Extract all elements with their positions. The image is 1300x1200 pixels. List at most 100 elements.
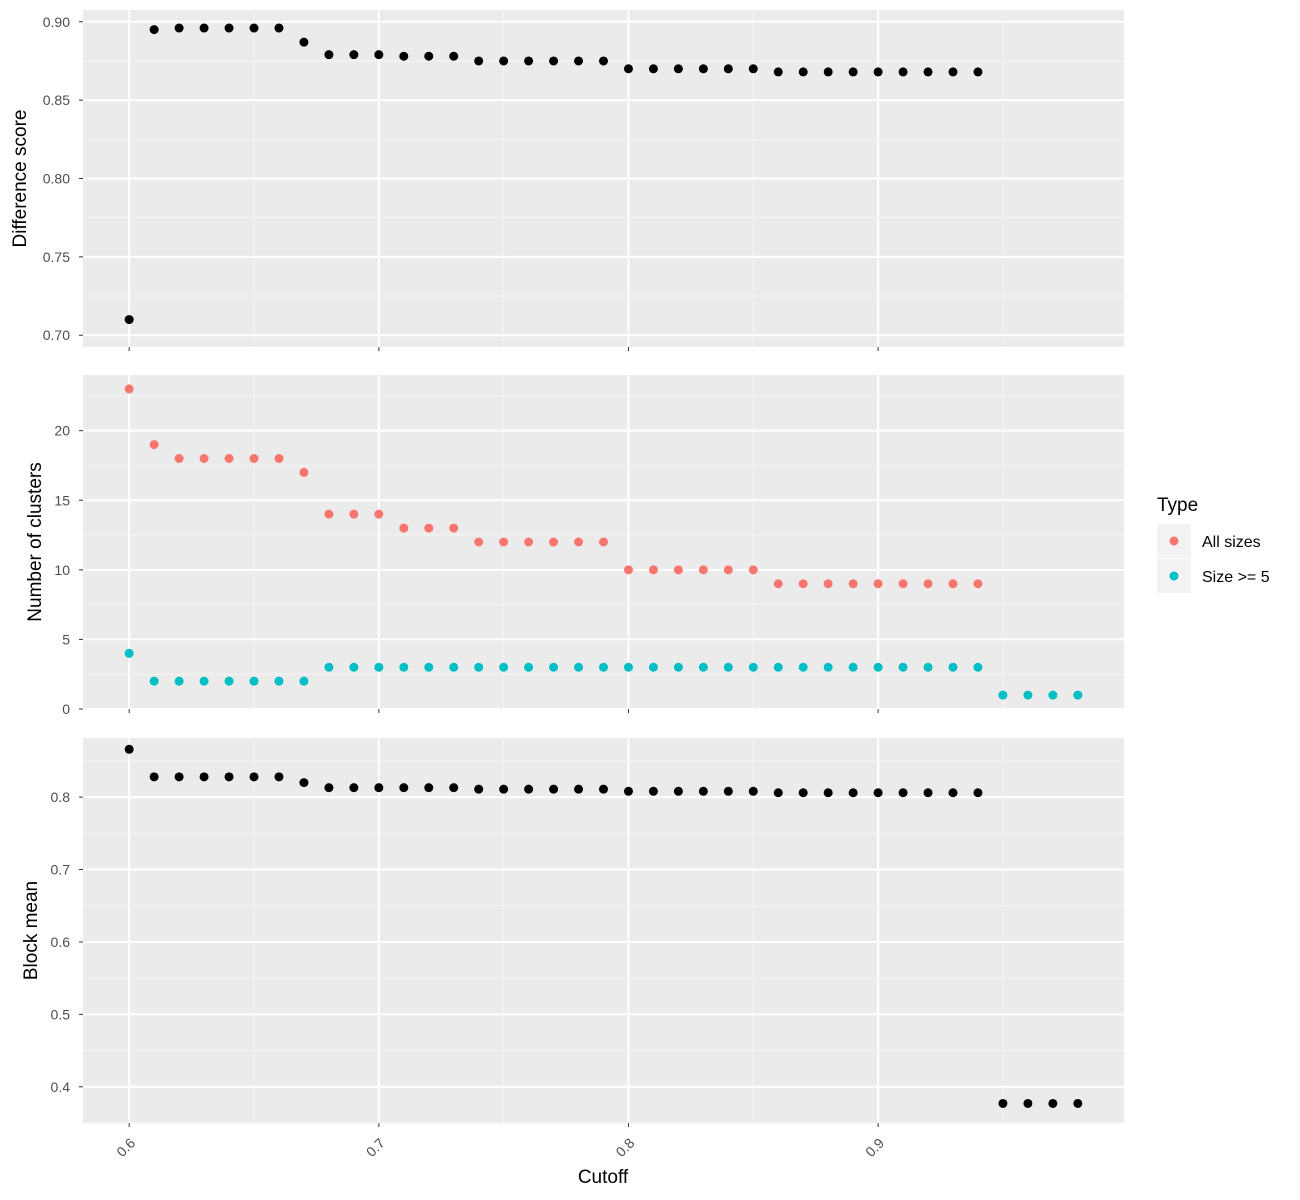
data-point [449, 51, 459, 61]
data-point [798, 67, 808, 77]
y-axis-ticks: 0.70 0.75 0.80 0.85 0.90 [43, 14, 83, 343]
data-point [224, 772, 234, 782]
y-tick-label: 0.4 [51, 1079, 71, 1095]
y-axis-ticks: 0 5 10 15 20 [54, 423, 83, 717]
data-point [149, 676, 159, 686]
data-point [798, 788, 808, 798]
data-point [374, 783, 384, 793]
panel-number-of-clusters: 0 5 10 15 20 Number of clusters [25, 375, 1124, 717]
data-point [549, 56, 559, 66]
data-point [599, 784, 608, 794]
data-point [698, 64, 708, 74]
data-point [973, 662, 983, 672]
data-point [923, 579, 933, 589]
data-point [673, 786, 683, 796]
data-point [249, 772, 259, 782]
data-point [374, 662, 384, 672]
data-point [848, 788, 858, 798]
data-point [549, 662, 559, 672]
data-point [349, 509, 359, 519]
y-tick-label: 0.6 [51, 934, 71, 950]
y-tick-label: 15 [54, 492, 70, 508]
data-point [224, 23, 234, 33]
data-point [174, 23, 184, 33]
data-point [199, 454, 209, 463]
data-point [748, 565, 758, 575]
data-point [723, 64, 733, 74]
data-point [274, 23, 284, 33]
data-point [873, 662, 883, 672]
data-point [424, 783, 434, 793]
data-point [848, 579, 858, 589]
data-point [673, 662, 683, 672]
data-point [324, 50, 334, 60]
data-point [499, 56, 509, 66]
data-point [524, 537, 534, 547]
data-point [648, 786, 658, 796]
data-point [898, 788, 908, 798]
data-point [748, 786, 758, 796]
data-point [723, 565, 733, 575]
data-point [948, 788, 958, 798]
data-point [499, 784, 509, 794]
data-point [274, 676, 284, 686]
data-point [748, 662, 758, 672]
data-point [673, 565, 683, 575]
y-tick-label: 0.85 [43, 92, 70, 108]
y-tick-label: 0 [62, 701, 70, 717]
data-point [623, 565, 633, 575]
data-point [324, 509, 334, 519]
data-point [449, 783, 459, 793]
y-tick-label: 10 [54, 562, 70, 578]
data-points [124, 384, 1083, 700]
data-point [1073, 1098, 1083, 1108]
data-point [549, 537, 559, 547]
y-tick-label: 5 [62, 631, 70, 647]
data-point [574, 662, 584, 672]
data-point [124, 648, 134, 658]
x-axis-title: Cutoff [578, 1167, 629, 1188]
legend: Type All sizes Size >= 5 [1157, 495, 1270, 593]
data-point [224, 676, 234, 686]
data-point [948, 662, 958, 672]
data-point [199, 772, 209, 782]
data-point [399, 523, 409, 533]
y-axis-title: Block mean [21, 881, 42, 980]
data-point [474, 662, 484, 672]
y-tick-label: 0.70 [43, 327, 70, 343]
data-point [773, 579, 783, 589]
data-point [823, 788, 833, 798]
x-tick-label: 0.7 [363, 1135, 388, 1160]
data-point [499, 662, 509, 672]
data-point [349, 783, 359, 793]
gridlines [83, 738, 1124, 1124]
y-tick-label: 20 [54, 423, 70, 439]
data-point [174, 454, 184, 463]
gridlines [83, 10, 1124, 347]
data-point [299, 37, 309, 47]
y-tick-label: 0.90 [43, 14, 70, 30]
data-point [599, 56, 608, 66]
legend-key-all-sizes [1169, 536, 1179, 546]
data-point [673, 64, 683, 74]
data-point [1023, 1098, 1033, 1108]
data-point [174, 676, 184, 686]
data-point [998, 1098, 1008, 1108]
data-point [349, 50, 359, 60]
data-point [823, 662, 833, 672]
data-point [474, 537, 484, 547]
data-point [848, 67, 858, 77]
data-point [1048, 1098, 1058, 1108]
data-point [149, 440, 159, 450]
x-tick-label: 0.8 [612, 1135, 637, 1160]
data-point [948, 67, 958, 77]
data-point [898, 67, 908, 77]
data-point [748, 64, 758, 74]
x-axis-tick-labels: 0.6 0.7 0.8 0.9 [113, 1135, 887, 1160]
gridlines [83, 375, 1124, 710]
data-point [424, 51, 434, 61]
data-points [124, 744, 1083, 1108]
data-point [599, 662, 608, 672]
data-point [574, 784, 584, 794]
panel-difference-score: 0.70 0.75 0.80 0.85 0.90 Difference score [10, 10, 1124, 351]
